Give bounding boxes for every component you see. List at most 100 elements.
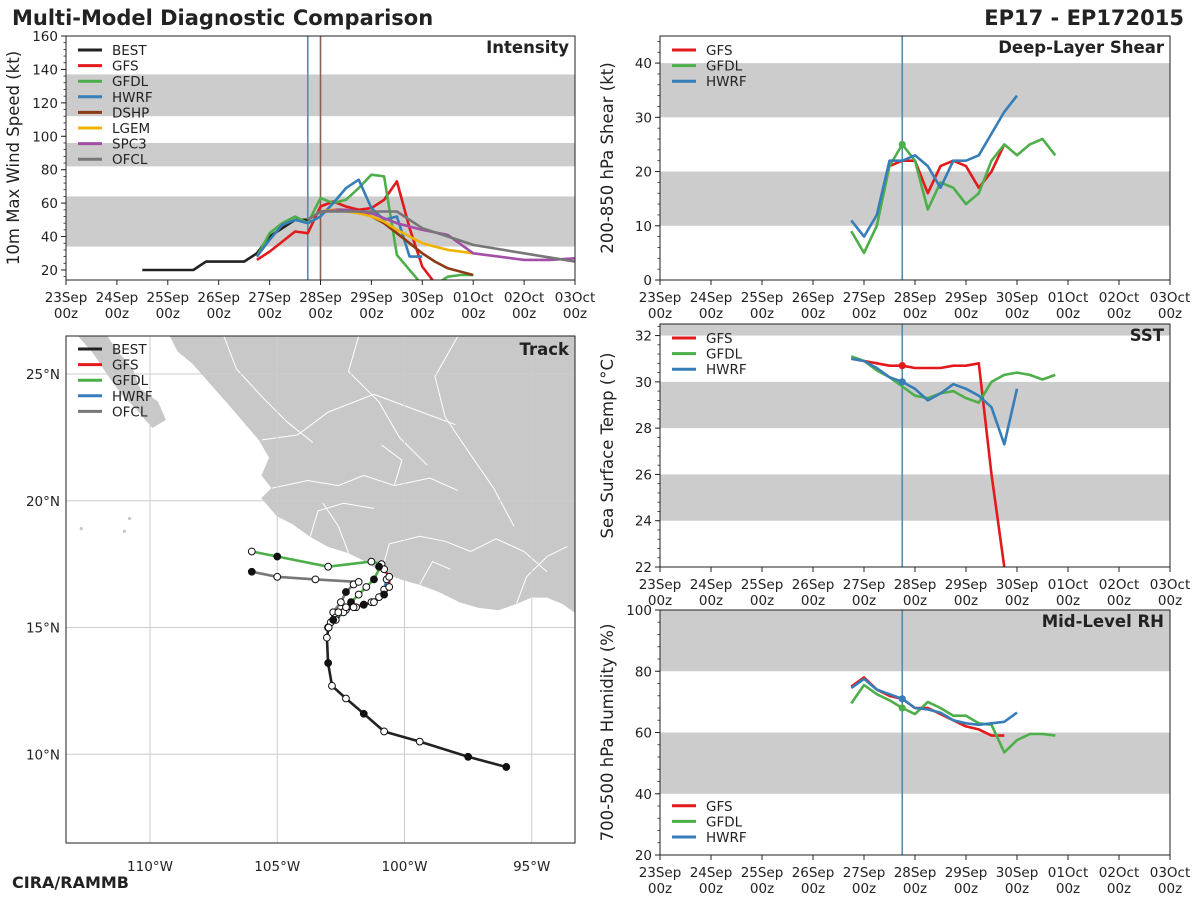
track-point-gfdl	[362, 583, 371, 591]
track-point-gfs	[385, 572, 394, 581]
legend-label: GFS	[706, 331, 733, 347]
x-tick-label-day: 26Sep	[792, 290, 835, 306]
x-tick-label-hour: 00z	[410, 306, 434, 322]
x-tick-label-day: 02Oct	[1099, 577, 1140, 593]
panel-intensity: 2040608010012014016023Sep00z24Sep00z25Se…	[4, 29, 595, 322]
x-tick-label-day: 29Sep	[350, 290, 393, 306]
y-tick-label: 20°N	[26, 494, 60, 510]
track-point-gfdl	[273, 552, 282, 561]
legend-label: GFS	[112, 358, 139, 374]
x-tick-label-day: 29Sep	[945, 577, 988, 593]
y-tick-label: 22	[635, 560, 652, 576]
shade-band	[660, 171, 1170, 226]
x-tick-label-day: 29Sep	[945, 865, 988, 881]
x-tick-label-day: 01Oct	[1048, 577, 1089, 593]
x-tick-label-day: 24Sep	[690, 290, 733, 306]
x-tick-label: 100°W	[382, 859, 428, 875]
y-tick-label: 100	[626, 603, 652, 619]
credit-label: CIRA/RAMMB	[12, 873, 129, 892]
y-tick-label: 40	[635, 787, 652, 803]
track-point-best	[324, 659, 333, 667]
track-point-best	[380, 727, 389, 736]
x-tick-label-hour: 00z	[852, 593, 876, 609]
map-group	[66, 336, 575, 843]
y-axis-label: 10m Max Wind Speed (kt)	[4, 51, 23, 265]
y-tick-label: 60	[635, 726, 652, 742]
state-border	[419, 560, 451, 585]
panel-title: Intensity	[486, 38, 569, 57]
x-tick-label: 110°W	[127, 859, 173, 875]
x-tick-label-hour: 00z	[852, 306, 876, 322]
track-point-gfdl	[324, 562, 333, 571]
storm-id-label: EP17 - EP172015	[984, 6, 1184, 30]
y-tick-label: 20	[635, 848, 652, 864]
x-tick-label-day: 03Oct	[1150, 290, 1191, 306]
series-line-best	[142, 218, 308, 272]
x-tick-label-hour: 00z	[699, 306, 723, 322]
x-tick-label-day: 03Oct	[1150, 577, 1191, 593]
legend-label: GFS	[706, 43, 733, 59]
x-tick-label-hour: 00z	[801, 881, 825, 897]
x-tick-label-hour: 00z	[512, 306, 536, 322]
y-tick-label: 80	[635, 664, 652, 680]
series-group	[850, 355, 1056, 567]
x-tick-label-hour: 00z	[359, 306, 383, 322]
figure-title: Multi-Model Diagnostic Comparison	[12, 6, 434, 30]
x-tick-label-hour: 00z	[1056, 881, 1080, 897]
x-tick-label-hour: 00z	[648, 306, 672, 322]
track-point-ofcl	[247, 567, 256, 576]
x-tick-label: 95°W	[513, 859, 550, 875]
state-border	[223, 336, 314, 443]
x-tick-label-day: 25Sep	[741, 865, 784, 881]
state-border	[381, 535, 548, 573]
x-tick-label-day: 25Sep	[146, 290, 189, 306]
x-tick-label-day: 29Sep	[945, 290, 988, 306]
track-point-best	[464, 752, 473, 761]
y-tick-label: 10	[635, 219, 652, 235]
state-border	[347, 336, 428, 466]
panel-rh: 2040608010023Sep00z24Sep00z25Sep00z26Sep…	[598, 603, 1190, 897]
x-tick-label-day: 23Sep	[45, 290, 88, 306]
y-tick-label: 28	[635, 421, 652, 437]
x-tick-label-day: 01Oct	[1048, 290, 1089, 306]
x-tick-label-day: 27Sep	[248, 290, 291, 306]
track-point-gfs	[370, 598, 378, 607]
y-axis-label: 200-850 hPa Shear (kt)	[598, 62, 617, 253]
x-tick-label-hour: 00z	[903, 593, 927, 609]
legend-label: BEST	[112, 342, 147, 358]
track-point-best	[324, 623, 333, 632]
legend-label: GFDL	[706, 814, 743, 830]
x-tick-label-hour: 00z	[105, 306, 129, 322]
track-point-ofcl	[342, 588, 350, 596]
x-tick-label-hour: 00z	[461, 306, 485, 322]
series-line-ofcl	[307, 210, 575, 263]
y-tick-label: 140	[32, 62, 58, 78]
legend-label: LGEM	[112, 121, 150, 137]
series-group	[142, 173, 575, 280]
x-tick-label-hour: 00z	[1158, 306, 1182, 322]
land-mainland	[169, 336, 575, 613]
x-tick-label-hour: 00z	[801, 306, 825, 322]
panel-shear: 01020304023Sep00z24Sep00z25Sep00z26Sep00…	[598, 35, 1191, 322]
x-tick-label-day: 26Sep	[792, 577, 835, 593]
series-line-gfdl	[850, 137, 1057, 255]
marker-hwrf	[898, 695, 906, 703]
legend-label: HWRF	[706, 830, 747, 846]
y-axis-label: 700-500 hPa Humidity (%)	[598, 624, 617, 842]
x-tick-label-day: 24Sep	[690, 577, 733, 593]
x-tick-label-hour: 00z	[207, 306, 231, 322]
marker-gfdl	[898, 704, 906, 712]
track-point-ofcl	[336, 598, 345, 607]
legend-label: BEST	[112, 43, 147, 59]
x-tick-label-day: 30Sep	[401, 290, 444, 306]
x-tick-label-day: 03Oct	[555, 290, 596, 306]
series-line-hwrf	[255, 178, 423, 258]
legend-label: OFCL	[112, 152, 148, 168]
x-tick-label-day: 26Sep	[197, 290, 240, 306]
x-tick-label-hour: 00z	[648, 881, 672, 897]
y-tick-label: 20	[635, 165, 652, 181]
series-line-hwrf	[850, 94, 1019, 238]
series-line-hwrf	[850, 677, 1018, 727]
y-tick-label: 30	[635, 110, 652, 126]
